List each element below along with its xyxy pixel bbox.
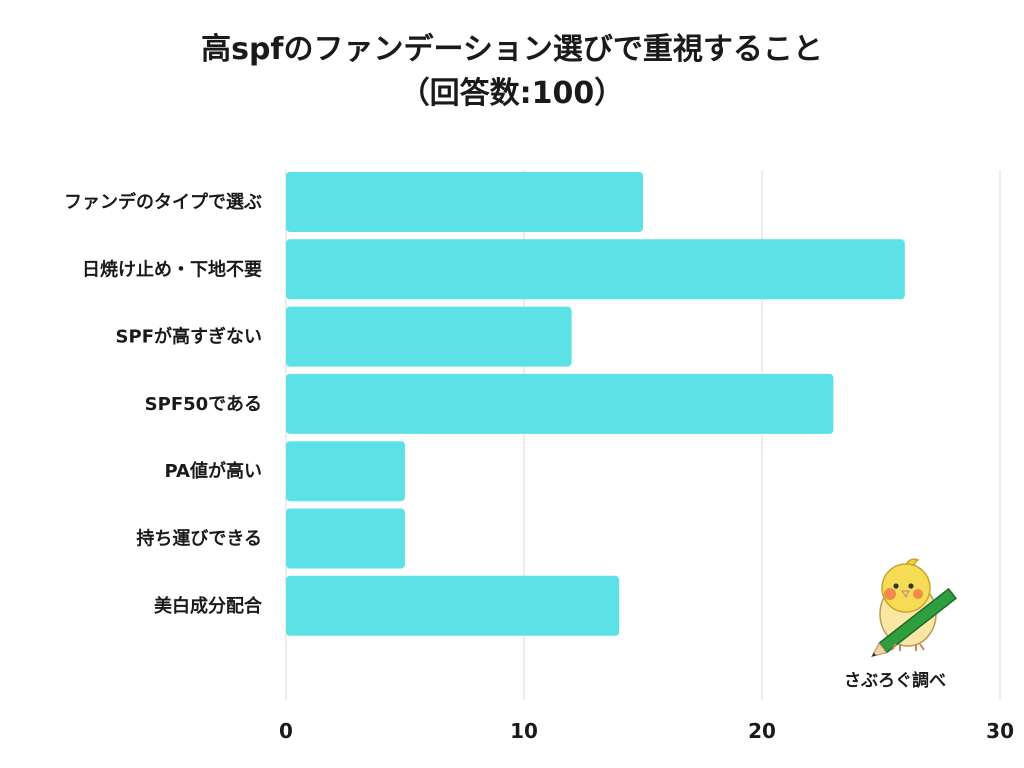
category-label: PA値が高い [165,460,262,482]
x-tick-labels: 0 10 20 30 [279,719,1014,743]
category-label: SPF50である [145,394,262,415]
bars [286,172,905,636]
category-label: 持ち運びできる [136,528,262,550]
bar [286,306,572,367]
title-line-2: （回答数:100） [399,76,625,111]
bar [286,575,620,636]
x-tick-label: 0 [279,719,293,743]
bar [286,172,643,232]
x-tick-label: 20 [748,719,776,743]
brand-label: さぶろぐ調べ [844,671,946,691]
category-label: ファンデのタイプで選ぶ [64,191,262,213]
bar [286,239,905,300]
category-label: 日焼け止め・下地不要 [82,258,262,280]
x-tick-label: 30 [986,719,1014,743]
x-tick-label: 10 [510,719,538,743]
bar [286,441,405,502]
bar [286,373,834,434]
bird-with-pencil-mascot-icon [870,558,957,658]
category-label: 美白成分配合 [154,595,263,617]
title-line-1: 高spfのファンデーション選びで重視すること [201,32,823,67]
bar [286,508,405,569]
category-label: SPFが高すぎない [116,326,262,348]
chart-title: 高spfのファンデーション選びで重視すること （回答数:100） [0,28,1024,116]
